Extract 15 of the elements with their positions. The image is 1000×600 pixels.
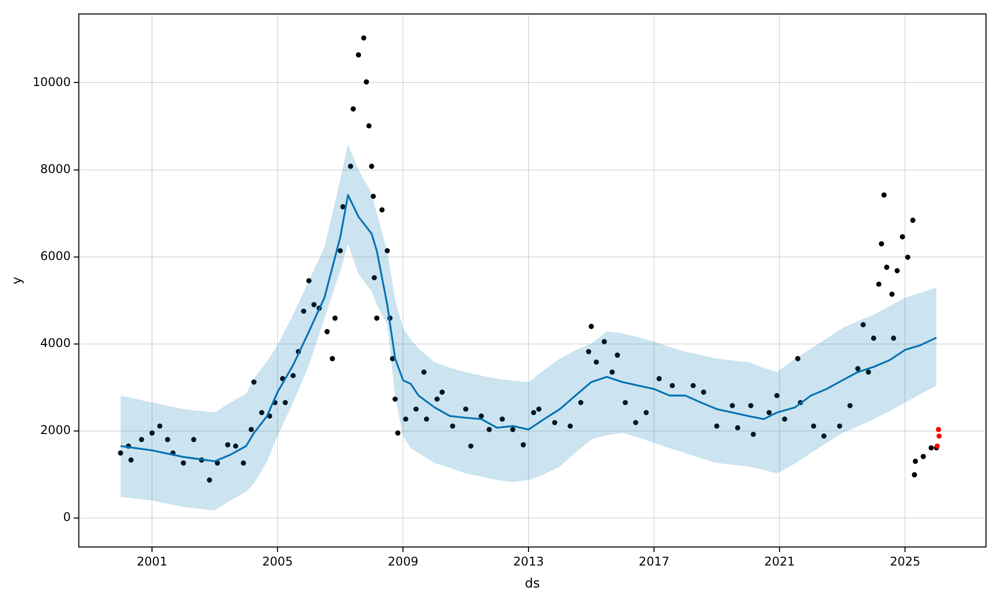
y-axis-title: y <box>10 276 26 284</box>
x-tick-label: 2013 <box>513 554 544 568</box>
y-tick-label: 0 <box>63 510 71 524</box>
y-tick-label: 8000 <box>40 162 71 176</box>
x-tick-label: 2005 <box>262 554 293 568</box>
y-tick-label: 2000 <box>40 422 71 437</box>
x-tick-label: 2025 <box>890 554 920 568</box>
y-tick-label: 10000 <box>32 74 71 89</box>
x-axis-title: ds <box>524 576 540 592</box>
y-tick-label: 6000 <box>40 248 71 263</box>
x-tick-label: 2017 <box>638 554 670 568</box>
x-tick-label: 2021 <box>764 554 795 568</box>
y-tick-label: 4000 <box>40 336 71 350</box>
x-tick-label: 2009 <box>388 554 418 568</box>
x-tick-label: 2001 <box>136 554 168 568</box>
